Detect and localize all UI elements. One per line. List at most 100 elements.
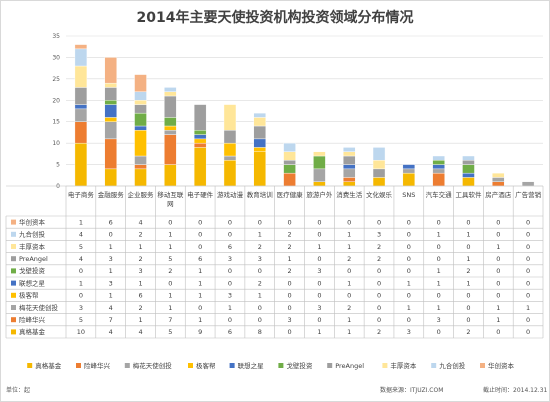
x-tick-label: 广告营销 [515,190,542,199]
table-cell-value: 2 [138,304,142,312]
table-cell-value: 6 [198,255,202,263]
table-cell-value: 0 [228,218,232,226]
table-cell-value: 1 [347,243,351,251]
table-cell-value: 0 [407,267,411,275]
table-cell-value: 1 [496,243,500,251]
bar-segment [343,177,356,182]
bar-segment [134,130,147,157]
table-cell-value: 3 [407,328,411,336]
y-tick-label: 35 [52,33,60,40]
table-cell-value: 1 [288,255,292,263]
table-cell-value: 0 [317,231,321,239]
table-cell-value: 2 [168,267,172,275]
table-cell-value: 0 [466,304,470,312]
legend-label: 梅花天使创投 [133,361,173,370]
table-cell-value: 2 [288,267,292,275]
row-label: 联想之星 [19,278,46,287]
table-cell-value: 6 [228,243,232,251]
bar-segment [164,125,177,131]
bar-segment [134,155,147,165]
bar-segment [134,112,147,127]
bar-segment [283,151,296,161]
x-tick-label: 电子硬件 [187,190,214,199]
table-cell-value: 1 [168,243,172,251]
bar-segment [313,168,326,182]
bar-segment [193,130,207,135]
bar-segment [372,168,386,178]
bar-segment [74,65,88,88]
bar-segment [432,172,445,187]
table-cell-value: 1 [79,218,83,226]
table-cell-value: 0 [437,243,441,251]
bar-segment [372,160,386,170]
bar-segment [74,87,88,105]
bar-segment [372,177,386,187]
table-cell-value: 0 [228,267,232,275]
y-tick-label: 0 [56,183,60,190]
table-cell-value: 4 [138,218,142,226]
bar-segment [193,138,207,144]
bar-segment [462,164,475,174]
table-cell-value: 0 [198,218,202,226]
table-cell-value: 3 [228,255,232,263]
bar-segment [134,91,147,101]
x-tick-label: SNS [402,191,415,199]
table-cell-value: 1 [347,328,351,336]
table-cell-value: 9 [198,328,202,336]
bar-segment [193,147,207,187]
table-cell-value: 6 [228,328,232,336]
bar-segment [193,134,207,140]
table-cell-value: 3 [258,255,262,263]
row-legend-swatch [11,305,16,310]
table-cell-value: 0 [288,328,292,336]
row-label: 九合创投 [19,230,46,239]
bar-segment [253,117,266,127]
x-tick-label: 金融服务 [98,190,125,199]
table-cell-value: 0 [198,304,202,312]
table-cell-value: 1 [437,267,441,275]
table-cell-value: 2 [466,328,470,336]
x-tick-label: 电子商务 [68,190,95,199]
y-tick-label: 30 [52,54,60,61]
bar-segment [104,87,117,101]
table-cell-value: 1 [526,304,530,312]
table-cell-value: 0 [437,218,441,226]
table-cell-value: 3 [317,304,321,312]
legend-swatch [124,363,130,368]
row-legend-swatch [11,231,16,237]
bar-segment [253,112,266,118]
table-cell-value: 0 [258,267,262,275]
table-cell-value: 3 [109,279,113,287]
table-cell-value: 2 [347,255,351,263]
table-cell-value: 5 [168,255,172,263]
table-cell-value: 0 [168,279,172,287]
table-cell-value: 4 [138,328,142,336]
table-cell-value: 10 [77,328,85,336]
y-tick-label: 15 [52,119,60,126]
table-cell-value: 1 [79,279,83,287]
row-legend-swatch [11,219,16,225]
legend-label: 极客帮 [196,361,216,370]
legend-swatch [327,363,333,368]
bar-segment [223,160,237,187]
table-cell-value: 0 [496,218,500,226]
table-cell-value: 2 [466,267,470,275]
row-legend-swatch [11,329,16,335]
table-cell-value: 0 [526,231,530,239]
table-cell-value: 2 [377,255,381,263]
table-cell-value: 1 [168,292,172,300]
bar-segment [343,181,356,187]
bar-segment [432,155,445,161]
table-cell-value: 1 [138,243,142,251]
row-label: 险峰华兴 [19,315,46,324]
legend-label: 九合创投 [439,361,466,370]
row-label: 丰厚资本 [19,242,46,251]
table-cell-value: 0 [198,243,202,251]
table-cell-value: 2 [377,243,381,251]
bar-segment [74,48,88,67]
table-cell-value: 0 [466,316,470,324]
table-cell-value: 0 [407,218,411,226]
table-cell-value: 4 [109,328,113,336]
y-tick-label: 20 [52,97,60,104]
table-cell-value: 1 [347,231,351,239]
